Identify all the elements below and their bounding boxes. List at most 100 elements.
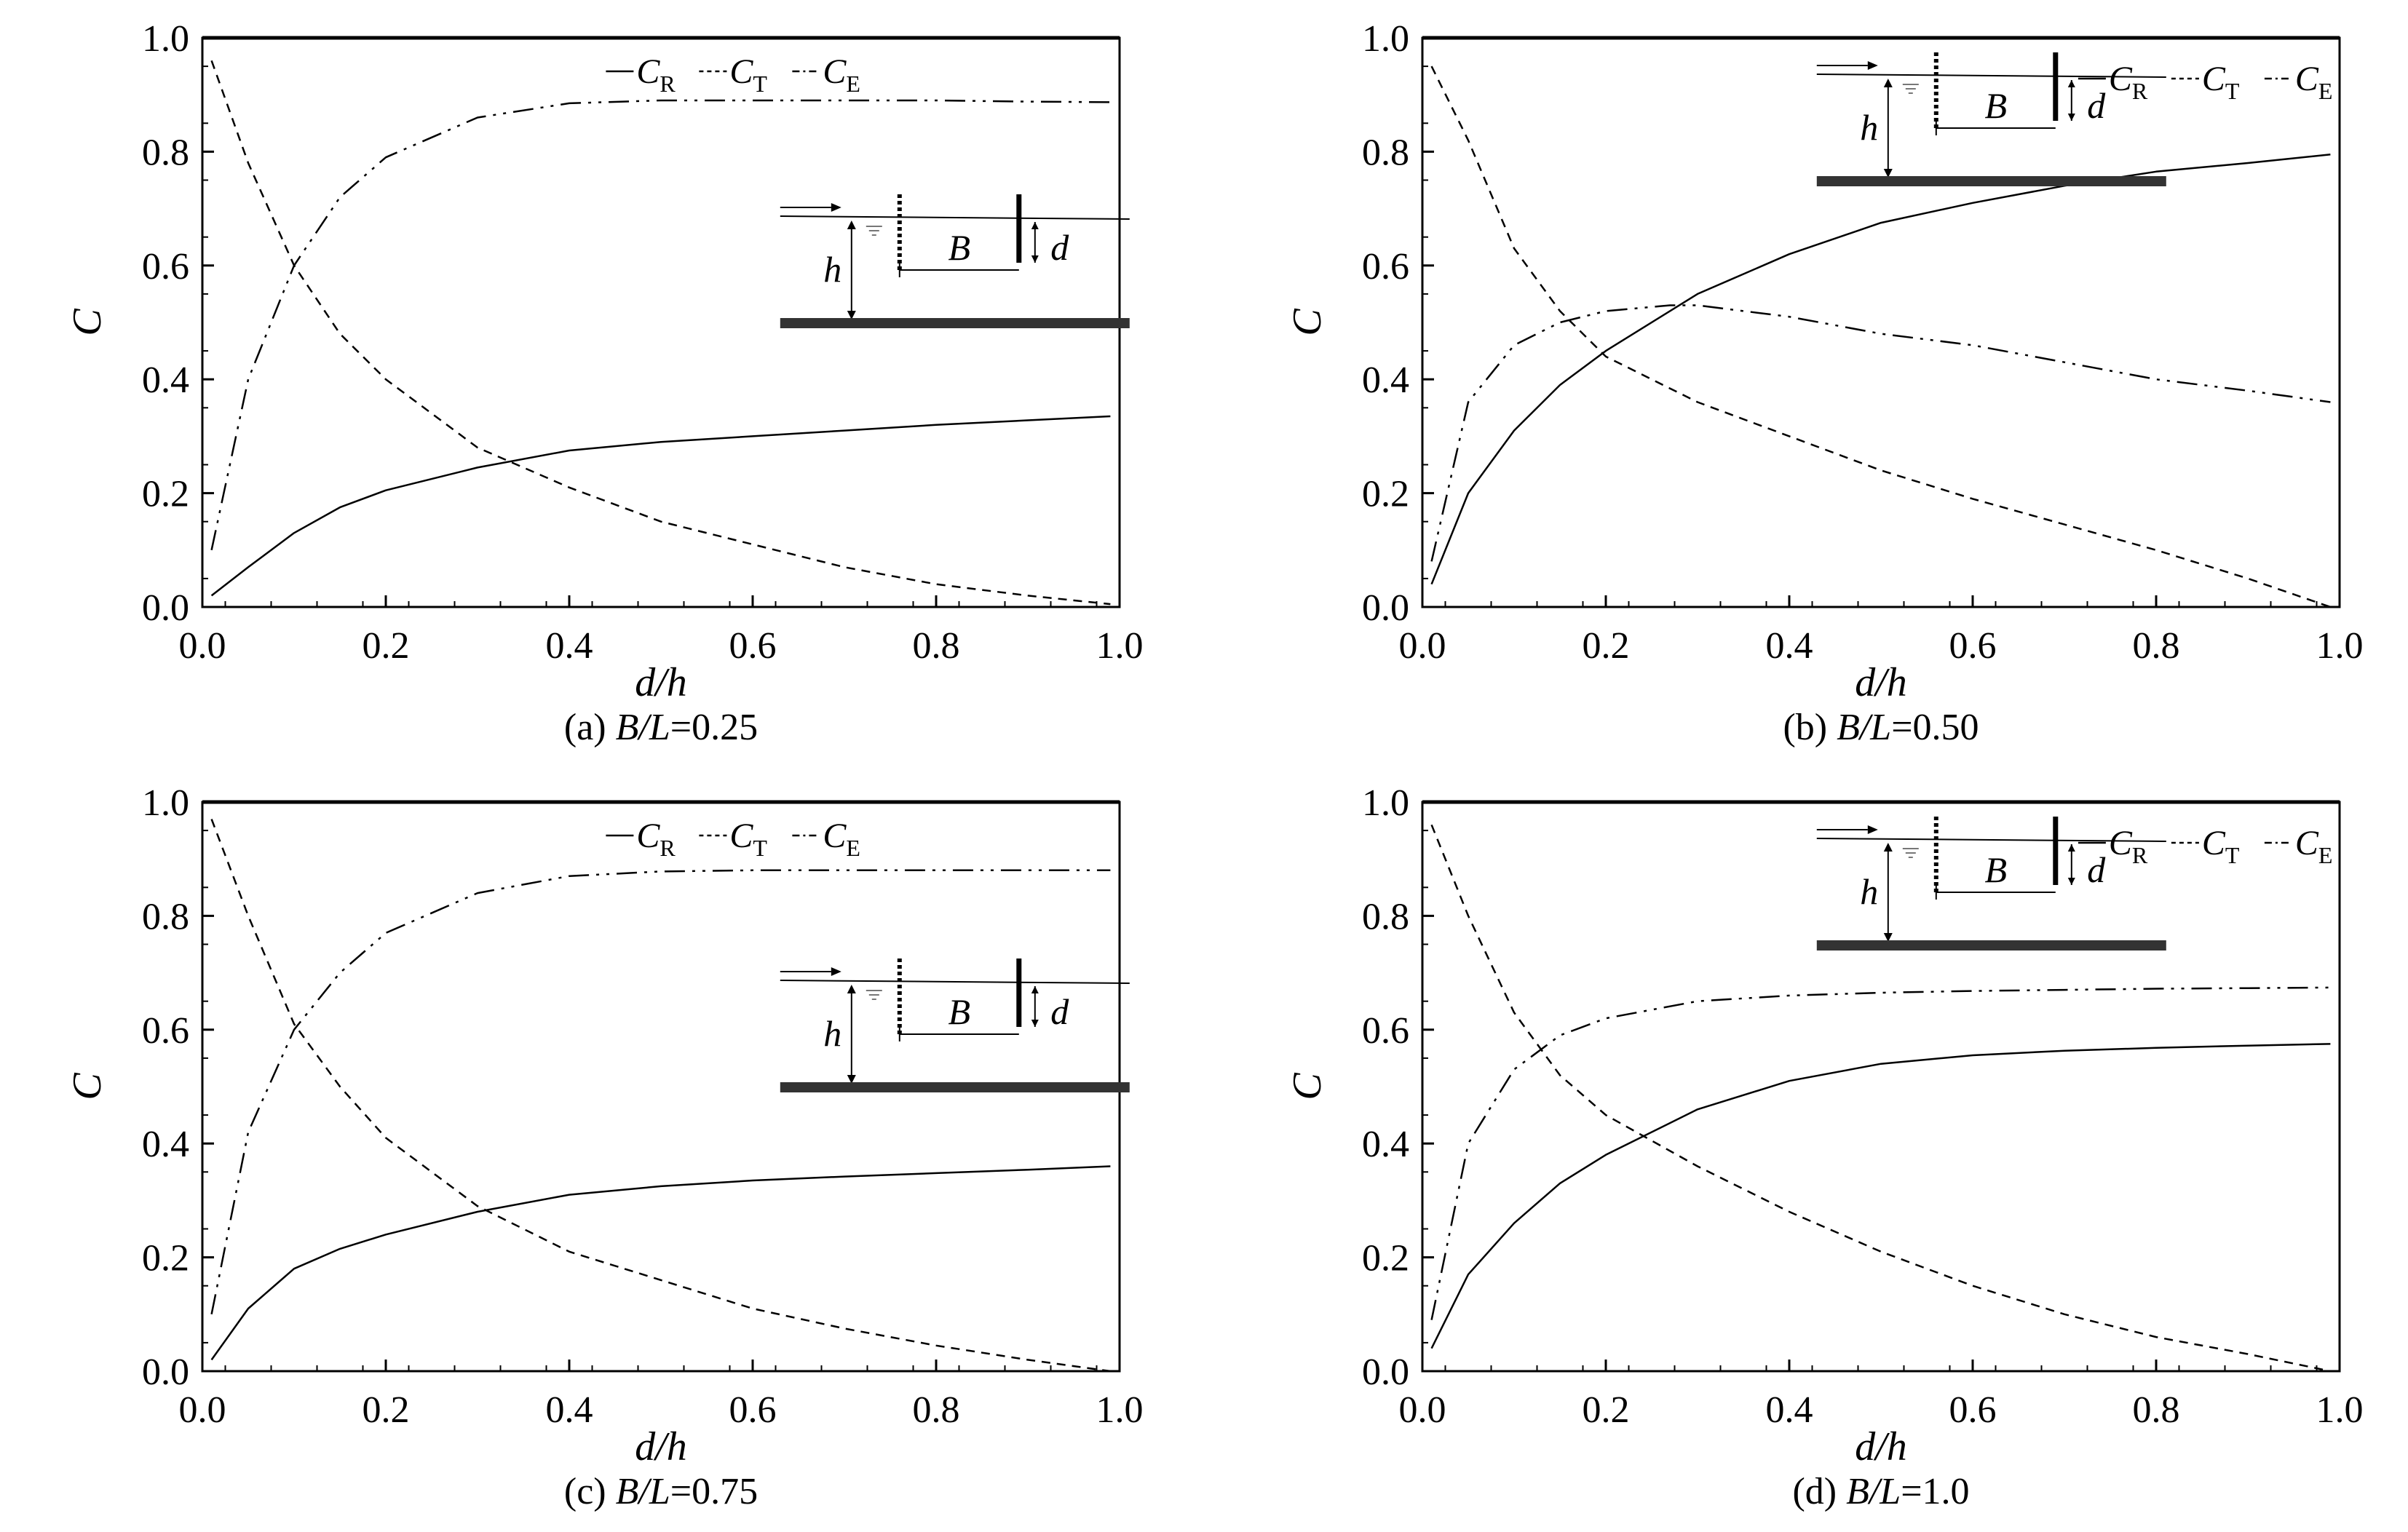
y-tick-label: 1.0	[1362, 18, 1409, 60]
caption-value: =0.50	[1891, 707, 1979, 748]
y-axis-title: C	[65, 1073, 110, 1100]
panel-caption: (b) B/L=0.50	[1783, 707, 1979, 748]
y-tick-label: 0.8	[142, 132, 189, 173]
x-tick-label: 0.6	[729, 1389, 777, 1431]
legend-label-c-t: CT	[2202, 824, 2240, 868]
draft-arrow-head	[2068, 844, 2075, 852]
y-tick-label: 0.8	[1362, 896, 1409, 937]
x-tick-label: 0.0	[1399, 1389, 1446, 1431]
inset-label-h: h	[1860, 871, 1878, 912]
legend-label-c-e: CE	[823, 817, 860, 861]
y-tick-label: 0.8	[142, 896, 189, 937]
caption-value: =0.75	[670, 1471, 758, 1512]
x-tick-label: 0.2	[1583, 625, 1630, 667]
draft-arrow-head	[1031, 1020, 1039, 1027]
caption-variable: B/L	[616, 707, 670, 748]
caption-prefix: (a)	[564, 707, 616, 748]
x-tick-label: 0.8	[913, 625, 960, 667]
x-axis-title: d/h	[635, 1424, 687, 1469]
x-tick-label: 0.4	[546, 1389, 593, 1431]
inset-label-b: B	[948, 991, 971, 1032]
x-tick-label: 0.8	[2133, 1389, 2180, 1431]
depth-arrow-head	[847, 985, 856, 993]
x-tick-label: 1.0	[2316, 1389, 2364, 1431]
inset-label-d: d	[1050, 227, 1069, 268]
x-tick-label: 0.6	[1949, 625, 1997, 667]
y-tick-label: 0.2	[1362, 474, 1409, 515]
inset-label-d: d	[2087, 85, 2106, 126]
legend-label-c-t: CT	[2202, 60, 2240, 104]
x-tick-label: 0.6	[729, 625, 777, 667]
x-tick-label: 0.4	[1766, 1389, 1813, 1431]
x-tick-label: 0.8	[913, 1389, 960, 1431]
inset-label-h: h	[823, 1013, 841, 1054]
caption-value: =0.25	[670, 707, 758, 748]
panel-caption: (c) B/L=0.75	[564, 1471, 758, 1512]
water-surface-line	[780, 216, 1130, 219]
plot-frame	[1422, 38, 2340, 607]
legend-label-c-r: CR	[2109, 60, 2148, 104]
seabed-bar	[780, 1082, 1130, 1092]
x-tick-label: 0.2	[1583, 1389, 1630, 1431]
inset-label-h: h	[823, 249, 841, 290]
inset-label-b: B	[948, 227, 971, 268]
inset-label-h: h	[1860, 107, 1878, 148]
series-line-c-r	[212, 416, 1111, 595]
x-tick-label: 0.0	[179, 1389, 226, 1431]
x-tick-label: 0.6	[1949, 1389, 1997, 1431]
inset-label-b: B	[1985, 85, 2008, 126]
y-axis-title: C	[1285, 1073, 1330, 1100]
caption-prefix: (d)	[1792, 1471, 1846, 1512]
series-line-c-r	[1432, 1044, 2331, 1348]
x-tick-label: 0.0	[179, 625, 226, 667]
water-surface-line	[780, 980, 1130, 983]
y-tick-label: 0.4	[142, 1124, 189, 1165]
legend-label-c-t: CT	[729, 817, 767, 861]
x-tick-label: 1.0	[1096, 1389, 1144, 1431]
inset-label-d: d	[2087, 849, 2106, 890]
caption-variable: B/L	[1837, 707, 1891, 748]
panel-caption: (a) B/L=0.25	[564, 707, 758, 748]
x-tick-label: 0.4	[1766, 625, 1813, 667]
caption-prefix: (b)	[1783, 707, 1837, 748]
y-tick-label: 0.0	[142, 1352, 189, 1393]
series-line-c-e	[1432, 306, 2331, 562]
y-tick-label: 0.6	[142, 1010, 189, 1052]
wave-arrow-head	[1868, 825, 1878, 834]
draft-arrow-head	[2068, 114, 2075, 121]
depth-arrow-head	[1884, 79, 1893, 87]
series-line-c-e	[1432, 988, 2331, 1320]
wave-arrow-head	[831, 203, 841, 212]
x-tick-label: 1.0	[1096, 625, 1144, 667]
y-tick-label: 0.4	[1362, 360, 1409, 401]
legend-label-c-t: CT	[729, 52, 767, 97]
x-axis-title: d/h	[1855, 1424, 1907, 1469]
caption-variable: B/L	[1846, 1471, 1901, 1512]
depth-arrow-head	[1884, 843, 1893, 852]
y-tick-label: 0.8	[1362, 132, 1409, 173]
y-tick-label: 0.2	[1362, 1238, 1409, 1279]
draft-arrow-head	[2068, 80, 2075, 87]
legend-label-c-r: CR	[2109, 824, 2148, 868]
seabed-bar	[1817, 940, 2166, 950]
x-tick-label: 0.0	[1399, 625, 1446, 667]
caption-variable: B/L	[616, 1471, 670, 1512]
x-tick-label: 0.2	[363, 1389, 410, 1431]
y-axis-title: C	[65, 309, 110, 336]
panel-caption: (d) B/L=1.0	[1792, 1471, 1969, 1512]
plot-frame	[1422, 802, 2340, 1371]
series-line-c-t	[212, 60, 1111, 604]
y-tick-label: 0.4	[1362, 1124, 1409, 1165]
legend-label-c-e: CE	[823, 52, 860, 97]
caption-prefix: (c)	[564, 1471, 616, 1512]
